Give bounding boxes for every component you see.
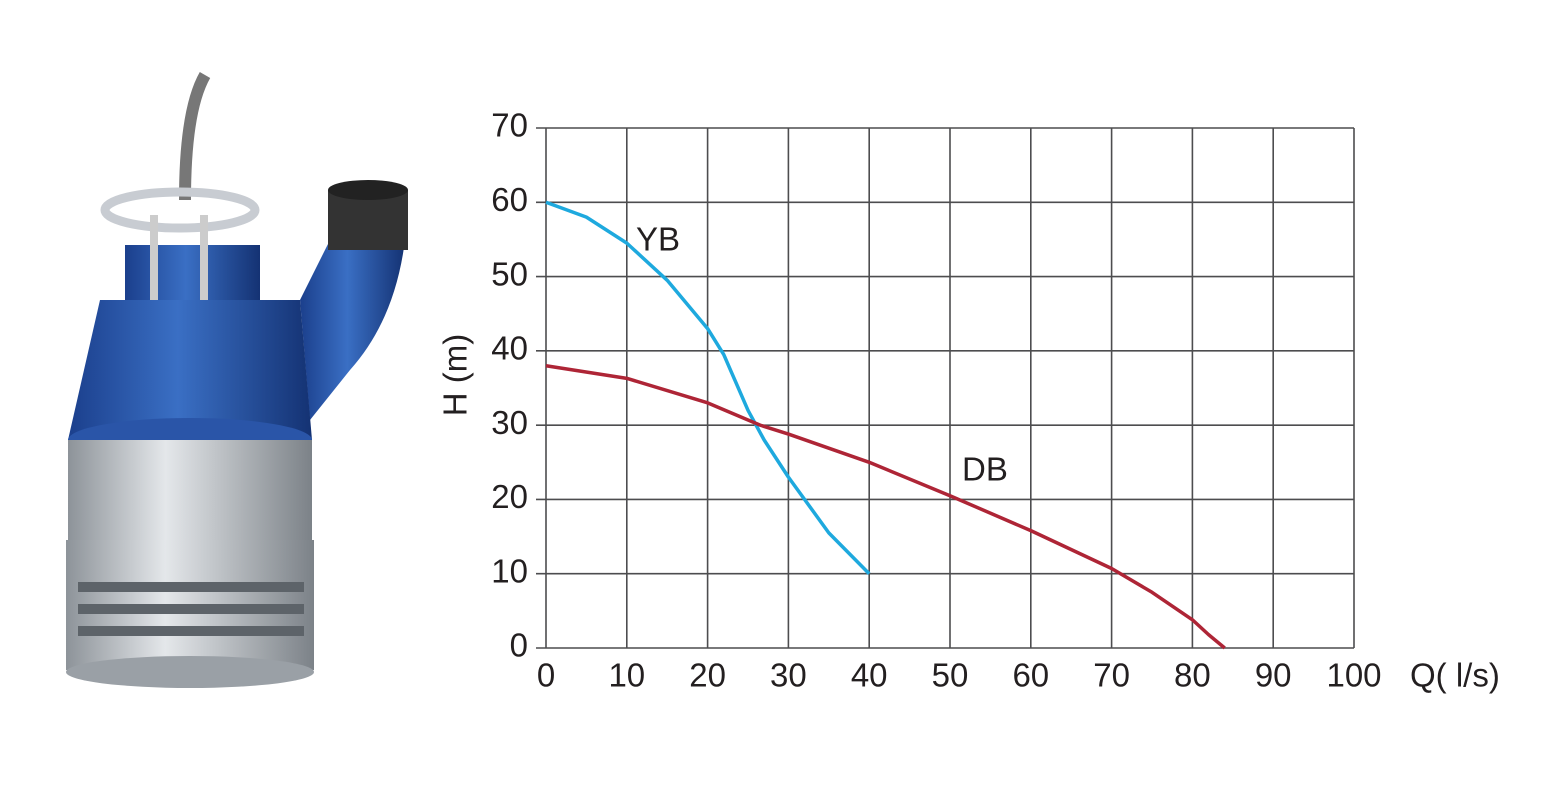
series-label: DB (962, 451, 1008, 488)
x-tick-label: 40 (851, 657, 888, 694)
x-tick-label: 80 (1174, 657, 1211, 694)
x-tick-label: 60 (1012, 657, 1049, 694)
x-tick-label: 30 (770, 657, 807, 694)
x-tick-label: 50 (932, 657, 969, 694)
x-tick-label: 20 (689, 657, 726, 694)
x-tick-label: 0 (537, 657, 555, 694)
series-line (545, 200, 871, 575)
y-tick-label: 40 (491, 330, 528, 367)
y-tick-label: 0 (510, 627, 528, 664)
y-axis-label: H (m) (437, 334, 474, 416)
x-axis-label: Q( l/s) (1410, 657, 1500, 694)
y-tick-label: 20 (491, 478, 528, 515)
y-tick-label: 50 (491, 255, 528, 292)
series-line (545, 363, 1226, 650)
x-tick-label: 90 (1255, 657, 1292, 694)
pump-illustration (66, 72, 408, 688)
y-tick-label: 70 (491, 107, 528, 144)
y-tick-label: 30 (491, 404, 528, 441)
x-tick-label: 70 (1093, 657, 1130, 694)
x-tick-label: 10 (608, 657, 645, 694)
y-tick-label: 10 (491, 552, 528, 589)
y-tick-label: 60 (491, 181, 528, 218)
series-label: YB (636, 221, 680, 258)
x-tick-label: 100 (1326, 657, 1381, 694)
